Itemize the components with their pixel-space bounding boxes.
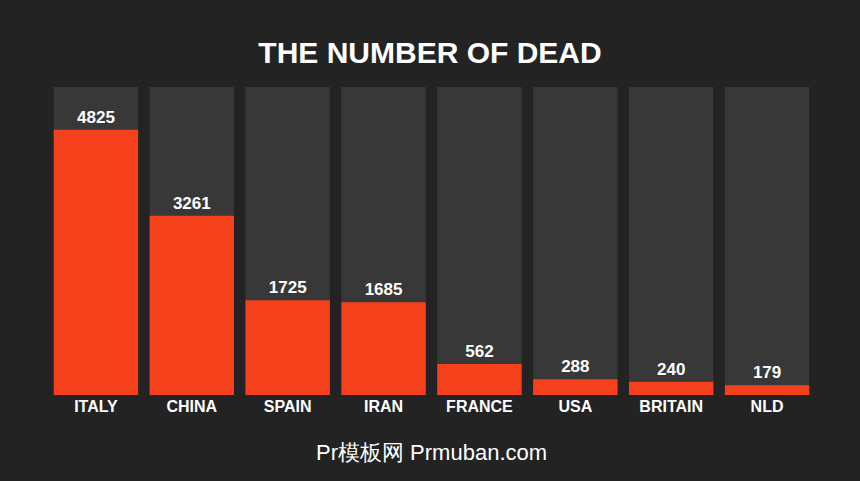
svg-text:1725: 1725: [269, 278, 307, 297]
svg-text:CHINA: CHINA: [166, 398, 217, 415]
svg-text:NLD: NLD: [751, 398, 784, 415]
svg-text:THE NUMBER OF DEAD: THE NUMBER OF DEAD: [258, 36, 601, 69]
svg-text:USA: USA: [558, 398, 592, 415]
svg-text:BRITAIN: BRITAIN: [639, 398, 703, 415]
svg-text:562: 562: [465, 342, 493, 361]
svg-text:288: 288: [561, 357, 589, 376]
svg-text:3261: 3261: [173, 194, 211, 213]
svg-text:SPAIN: SPAIN: [264, 398, 312, 415]
svg-text:Pr模板网 Prmuban.com: Pr模板网 Prmuban.com: [316, 440, 547, 465]
svg-text:240: 240: [657, 360, 685, 379]
svg-text:FRANCE: FRANCE: [446, 398, 513, 415]
svg-text:4825: 4825: [77, 108, 115, 127]
svg-text:1685: 1685: [365, 280, 403, 299]
svg-text:ITALY: ITALY: [74, 398, 118, 415]
svg-text:IRAN: IRAN: [364, 398, 403, 415]
svg-text:179: 179: [753, 363, 781, 382]
